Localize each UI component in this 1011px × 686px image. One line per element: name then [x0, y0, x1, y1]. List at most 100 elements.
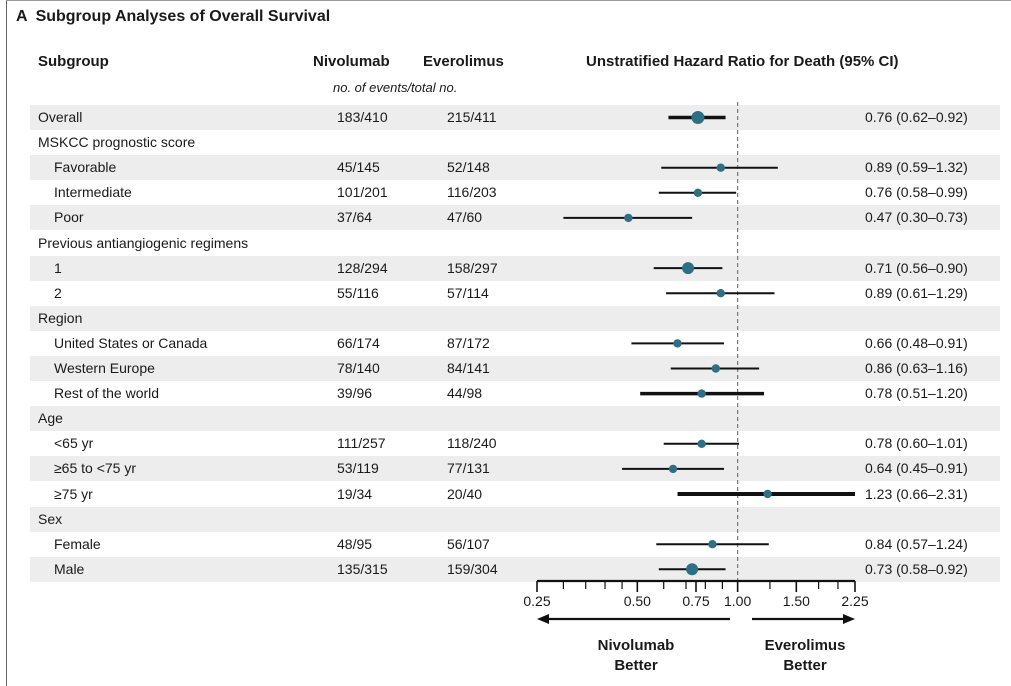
nivolumab-events: 78/140 — [337, 360, 380, 376]
nivolumab-events: 55/116 — [337, 284, 379, 301]
table-row: Rest of the world 39/96 44/98 0.78 (0.51–1.… — [30, 381, 1000, 406]
nivolumab-events: 183/410 — [337, 109, 388, 125]
subgroup-label: Western Europe — [54, 360, 155, 376]
everolimus-events: 118/240 — [447, 435, 497, 452]
point-estimate — [691, 111, 705, 124]
everolimus-events: 57/114 — [447, 284, 489, 301]
point-estimate — [682, 262, 695, 275]
nivolumab-events: 48/95 — [337, 535, 373, 552]
table-row: 1 128/294 158/297 0.71 (0.56–0.90) — [30, 255, 1000, 281]
hazard-ratio-value: 0.47 (0.30–0.73) — [865, 209, 968, 226]
subgroup-label: Poor — [54, 209, 84, 226]
hazard-ratio-value: 0.78 (0.51–1.20) — [865, 385, 968, 402]
table-row: 2 55/116 57/114 0.89 (0.61–1.29) — [30, 281, 1000, 306]
events-note: no. of events/total no. — [333, 80, 458, 95]
hazard-ratio-value: 0.76 (0.62–0.92) — [865, 109, 968, 125]
subgroup-header-row: Sex — [30, 506, 1000, 532]
nivolumab-events: 39/96 — [337, 385, 373, 402]
favors-nivolumab-label-line2: Better — [614, 657, 658, 674]
table-row: Intermediate 101/201 116/203 0.76 (0.58–0.9… — [30, 180, 1000, 205]
point-estimate — [697, 439, 706, 448]
subgroup-label: ≥75 yr — [54, 485, 93, 502]
point-estimate — [693, 188, 703, 197]
point-estimate — [624, 213, 633, 223]
everolimus-events: 56/107 — [447, 535, 490, 552]
chart-title: A Subgroup Analyses of Overall Survival — [16, 8, 330, 26]
nivolumab-events: 45/145 — [337, 159, 380, 176]
subgroup-label: Intermediate — [54, 184, 132, 201]
x-tick-label: 1.00 — [724, 593, 751, 609]
everolimus-events: 159/304 — [447, 560, 498, 577]
hazard-ratio-value: 1.23 (0.66–2.31) — [865, 485, 968, 502]
subgroup-header: Subgroup — [38, 53, 109, 70]
subgroup-label: Female — [54, 535, 101, 552]
subgroup-label: 2 — [54, 284, 62, 301]
x-tick-label: 2.25 — [841, 593, 868, 609]
x-tick-label: 0.75 — [682, 593, 709, 609]
hazard-ratio-value: 0.64 (0.45–0.91) — [865, 460, 968, 477]
left-border — [6, 0, 7, 686]
subgroup-header-row: Region — [30, 305, 1000, 331]
subgroup-label: Favorable — [54, 159, 117, 176]
subgroup-label: 1 — [54, 259, 62, 276]
table-row: <65 yr 111/257 118/240 0.78 (0.60–1.01) — [30, 431, 1000, 456]
point-estimate — [673, 339, 682, 348]
nivolumab-events: 66/174 — [337, 334, 380, 351]
everolimus-events: 87/172 — [447, 334, 490, 351]
hazard-ratio-value: 0.66 (0.48–0.91) — [865, 334, 968, 351]
x-tick-label: 0.25 — [523, 593, 550, 609]
subgroup-label: Previous antiangiogenic regimens — [38, 234, 249, 251]
favors-nivolumab-label: Nivolumab — [598, 637, 675, 654]
everolimus-events: 215/411 — [447, 109, 497, 125]
arrow-right-head — [843, 614, 855, 624]
favors-everolimus-label-line2: Better — [783, 657, 827, 674]
table-row: Female 48/95 56/107 0.84 (0.57–1.24) — [30, 532, 1000, 557]
table-row: ≥65 to <75 yr 53/119 77/131 0.64 (0.45–0.91… — [30, 456, 1000, 482]
everolimus-events: 116/203 — [447, 184, 497, 201]
subgroup-label: Overall — [38, 109, 83, 125]
hazard-ratio-value: 0.89 (0.59–1.32) — [865, 159, 968, 176]
table-row: Poor 37/64 47/60 0.47 (0.30–0.73) — [30, 205, 1000, 231]
x-tick-label: 1.50 — [783, 593, 810, 609]
everolimus-header: Everolimus — [423, 53, 504, 70]
everolimus-events: 158/297 — [447, 259, 498, 276]
point-estimate — [708, 540, 717, 549]
hazard-ratio-value: 0.73 (0.58–0.92) — [865, 560, 968, 577]
subgroup-header-row: Previous antiangiogenic regimens — [30, 231, 1000, 256]
nivolumab-events: 37/64 — [337, 209, 373, 226]
subgroup-label: <65 yr — [54, 435, 94, 452]
hazard-ratio-value: 0.89 (0.61–1.29) — [865, 284, 968, 301]
nivolumab-events: 19/34 — [337, 485, 373, 502]
hazard-ratio-value: 0.76 (0.58–0.99) — [865, 184, 968, 201]
arrow-left-head — [537, 614, 549, 624]
everolimus-events: 84/141 — [447, 360, 490, 376]
nivolumab-events: 53/119 — [337, 460, 379, 477]
point-estimate — [686, 563, 699, 576]
everolimus-events: 77/131 — [447, 460, 490, 477]
table-row: Male 135/315 159/304 0.73 (0.58–0.92) — [30, 556, 1000, 582]
point-estimate — [763, 489, 772, 499]
hazard-ratio-value: 0.86 (0.63–1.16) — [865, 360, 968, 376]
nivolumab-events: 111/257 — [337, 435, 386, 452]
everolimus-events: 52/148 — [447, 159, 490, 176]
table-row: Western Europe 78/140 84/141 0.86 (0.63–1.1… — [30, 356, 1000, 381]
hazard-ratio-value: 0.78 (0.60–1.01) — [865, 435, 968, 452]
hazard-ratio-value: 0.84 (0.57–1.24) — [865, 535, 968, 552]
subgroup-label: Age — [38, 410, 63, 427]
nivolumab-events: 135/315 — [337, 560, 388, 577]
hazard-ratio-value: 0.71 (0.56–0.90) — [865, 259, 968, 276]
point-estimate — [697, 389, 706, 398]
everolimus-events: 20/40 — [447, 485, 483, 502]
nivolumab-header: Nivolumab — [313, 53, 390, 70]
subgroup-label: Rest of the world — [54, 385, 160, 402]
subgroup-label: Male — [54, 560, 85, 577]
hazard-ratio-header: Unstratified Hazard Ratio for Death (95%… — [586, 53, 899, 70]
subgroup-header-row: MSKCC prognostic score — [30, 130, 1000, 155]
point-estimate — [711, 364, 721, 373]
subgroup-label: MSKCC prognostic score — [38, 134, 196, 151]
nivolumab-events: 128/294 — [337, 259, 388, 276]
table-row: ≥75 yr 19/34 20/40 1.23 (0.66–2.31) — [30, 482, 1000, 507]
subgroup-label: Sex — [38, 510, 63, 527]
everolimus-events: 47/60 — [447, 209, 483, 226]
point-estimate — [668, 464, 678, 474]
